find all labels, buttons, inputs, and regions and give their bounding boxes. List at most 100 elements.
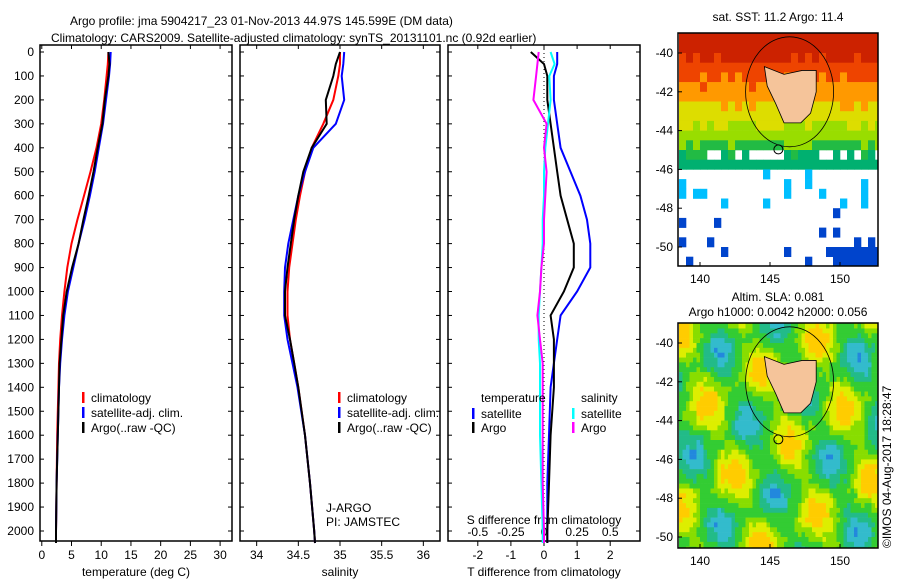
map-cell — [871, 503, 876, 509]
lat-tick-label: -44 — [656, 124, 674, 138]
map-cell — [707, 444, 711, 450]
map-cell — [679, 367, 683, 373]
map-cell — [843, 425, 848, 431]
map-cell — [710, 464, 715, 470]
map-cell — [801, 343, 806, 349]
map-cell — [801, 328, 806, 334]
map-cell — [861, 111, 869, 122]
map-cell — [724, 343, 729, 349]
map-cell — [686, 111, 694, 122]
map-cell — [717, 425, 722, 431]
map-cell — [693, 488, 697, 494]
map-cell — [735, 541, 739, 547]
map-cell — [742, 159, 750, 170]
map-cell — [745, 425, 750, 431]
map-cell — [868, 82, 876, 93]
map-cell — [864, 498, 869, 504]
map-cell — [731, 507, 736, 514]
map-cell — [840, 454, 844, 460]
map-cell — [773, 410, 778, 417]
map-cell — [693, 444, 697, 450]
map-cell — [857, 323, 862, 329]
map-cell — [857, 527, 862, 533]
map-cell — [717, 420, 722, 426]
map-cell — [794, 512, 799, 518]
map-cell — [826, 376, 830, 383]
map-cell — [731, 517, 736, 523]
map-cell — [875, 532, 879, 538]
map-cell — [829, 478, 834, 484]
map-cell — [861, 503, 865, 509]
map-cell — [766, 430, 771, 436]
map-cell — [693, 357, 697, 363]
map-cell — [700, 420, 704, 426]
map-cell — [784, 444, 788, 450]
map-cell — [700, 440, 704, 446]
map-cell — [759, 469, 764, 475]
s-tick-label: 0.5 — [602, 525, 619, 539]
map-cell — [864, 343, 869, 349]
depth-tick-label: 1100 — [8, 308, 34, 322]
map-cell — [759, 343, 764, 349]
map-cell — [777, 420, 781, 426]
map-cell — [819, 410, 823, 417]
map-cell — [679, 338, 683, 344]
map-cell — [822, 483, 827, 489]
map-cell — [850, 527, 855, 533]
map-cell — [794, 464, 799, 470]
map-cell — [689, 343, 694, 349]
map-cell — [787, 488, 792, 494]
map-cell — [805, 338, 809, 344]
map-cell — [840, 72, 848, 83]
map-cell — [829, 488, 834, 494]
map-cell — [791, 493, 795, 499]
map-cell — [871, 376, 876, 383]
map-cell — [798, 62, 806, 73]
map-cell — [836, 343, 841, 349]
map-cell — [707, 91, 715, 102]
map-cell — [864, 367, 869, 373]
map-cell — [857, 338, 862, 344]
map-cell — [791, 357, 795, 363]
map-cell — [861, 420, 865, 426]
map-cell — [857, 343, 862, 349]
map-cell — [721, 198, 729, 209]
map-cell — [840, 503, 844, 509]
map-cell — [777, 130, 785, 141]
map-cell — [679, 396, 683, 402]
map-cell — [833, 343, 837, 349]
map-cell — [682, 527, 687, 533]
map-cell — [847, 72, 855, 83]
map-cell — [766, 323, 771, 329]
map-cell — [696, 372, 701, 378]
map-cell — [815, 478, 820, 484]
map-cell — [784, 449, 788, 455]
map-cell — [847, 401, 851, 407]
map-cell — [861, 386, 865, 392]
map-cell — [721, 454, 725, 460]
map-cell — [854, 401, 858, 407]
map-cell — [770, 391, 774, 397]
map-cell — [721, 111, 729, 122]
map-cell — [854, 507, 858, 514]
map-cell — [833, 449, 837, 455]
map-cell — [728, 430, 732, 436]
map-cell — [721, 507, 725, 514]
map-cell — [815, 357, 820, 363]
map-cell — [749, 82, 757, 93]
map-cell — [749, 367, 753, 373]
map-cell — [864, 357, 869, 363]
map-cell — [812, 406, 816, 412]
map-cell — [686, 150, 694, 160]
map-cell — [868, 91, 876, 102]
map-cell — [829, 391, 834, 397]
map-cell — [861, 537, 865, 543]
map-cell — [815, 512, 820, 518]
map-cell — [770, 425, 774, 431]
map-cell — [843, 328, 848, 334]
map-cell — [707, 33, 715, 44]
map-cell — [749, 72, 757, 83]
map-cell — [728, 91, 736, 102]
map-cell — [763, 449, 767, 455]
map-cell — [850, 440, 855, 446]
